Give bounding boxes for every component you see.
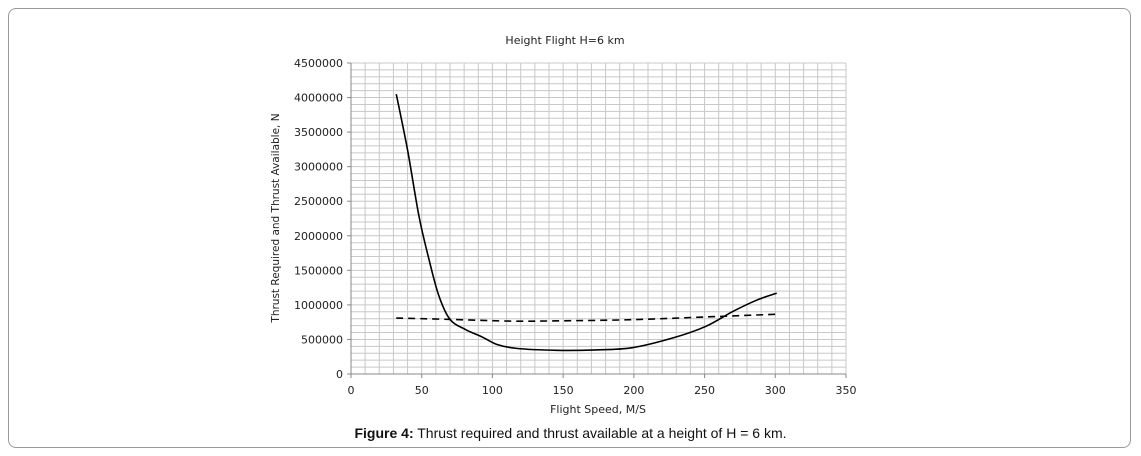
caption-text: Thrust required and thrust available at … <box>413 425 787 441</box>
y-tick-label: 500000 <box>301 333 343 346</box>
x-tick-label: 50 <box>415 384 429 397</box>
y-tick-label: 4000000 <box>294 92 343 105</box>
y-tick-label: 4500000 <box>294 57 343 70</box>
y-tick-label: 3500000 <box>294 126 343 139</box>
series-line-thrust-solid <box>395 93 777 352</box>
series-line-thrust-dashed <box>396 313 777 323</box>
figure-caption: Figure 4: Thrust required and thrust ava… <box>0 425 1141 441</box>
chart-title: Height Flight H=6 km <box>505 34 624 47</box>
y-tick-label: 2500000 <box>294 195 343 208</box>
y-tick-label: 1500000 <box>294 264 343 277</box>
y-tick-label: 1000000 <box>294 299 343 312</box>
caption-label: Figure 4: <box>354 425 414 441</box>
y-tick-label: 3000000 <box>294 161 343 174</box>
y-axis-label: Thrust Required and Thrust Available, N <box>270 113 282 323</box>
y-tick-label: 0 <box>336 368 343 381</box>
x-tick-label: 0 <box>348 384 355 397</box>
x-tick-label: 250 <box>694 384 715 397</box>
y-tick-label: 2000000 <box>294 230 343 243</box>
x-axis-label: Flight Speed, M/S <box>550 403 646 416</box>
x-tick-label: 150 <box>553 384 574 397</box>
x-tick-label: 350 <box>836 384 857 397</box>
x-tick-label: 300 <box>765 384 786 397</box>
x-tick-label: 100 <box>482 384 503 397</box>
figure-frame <box>8 8 1131 448</box>
x-tick-label: 200 <box>623 384 644 397</box>
